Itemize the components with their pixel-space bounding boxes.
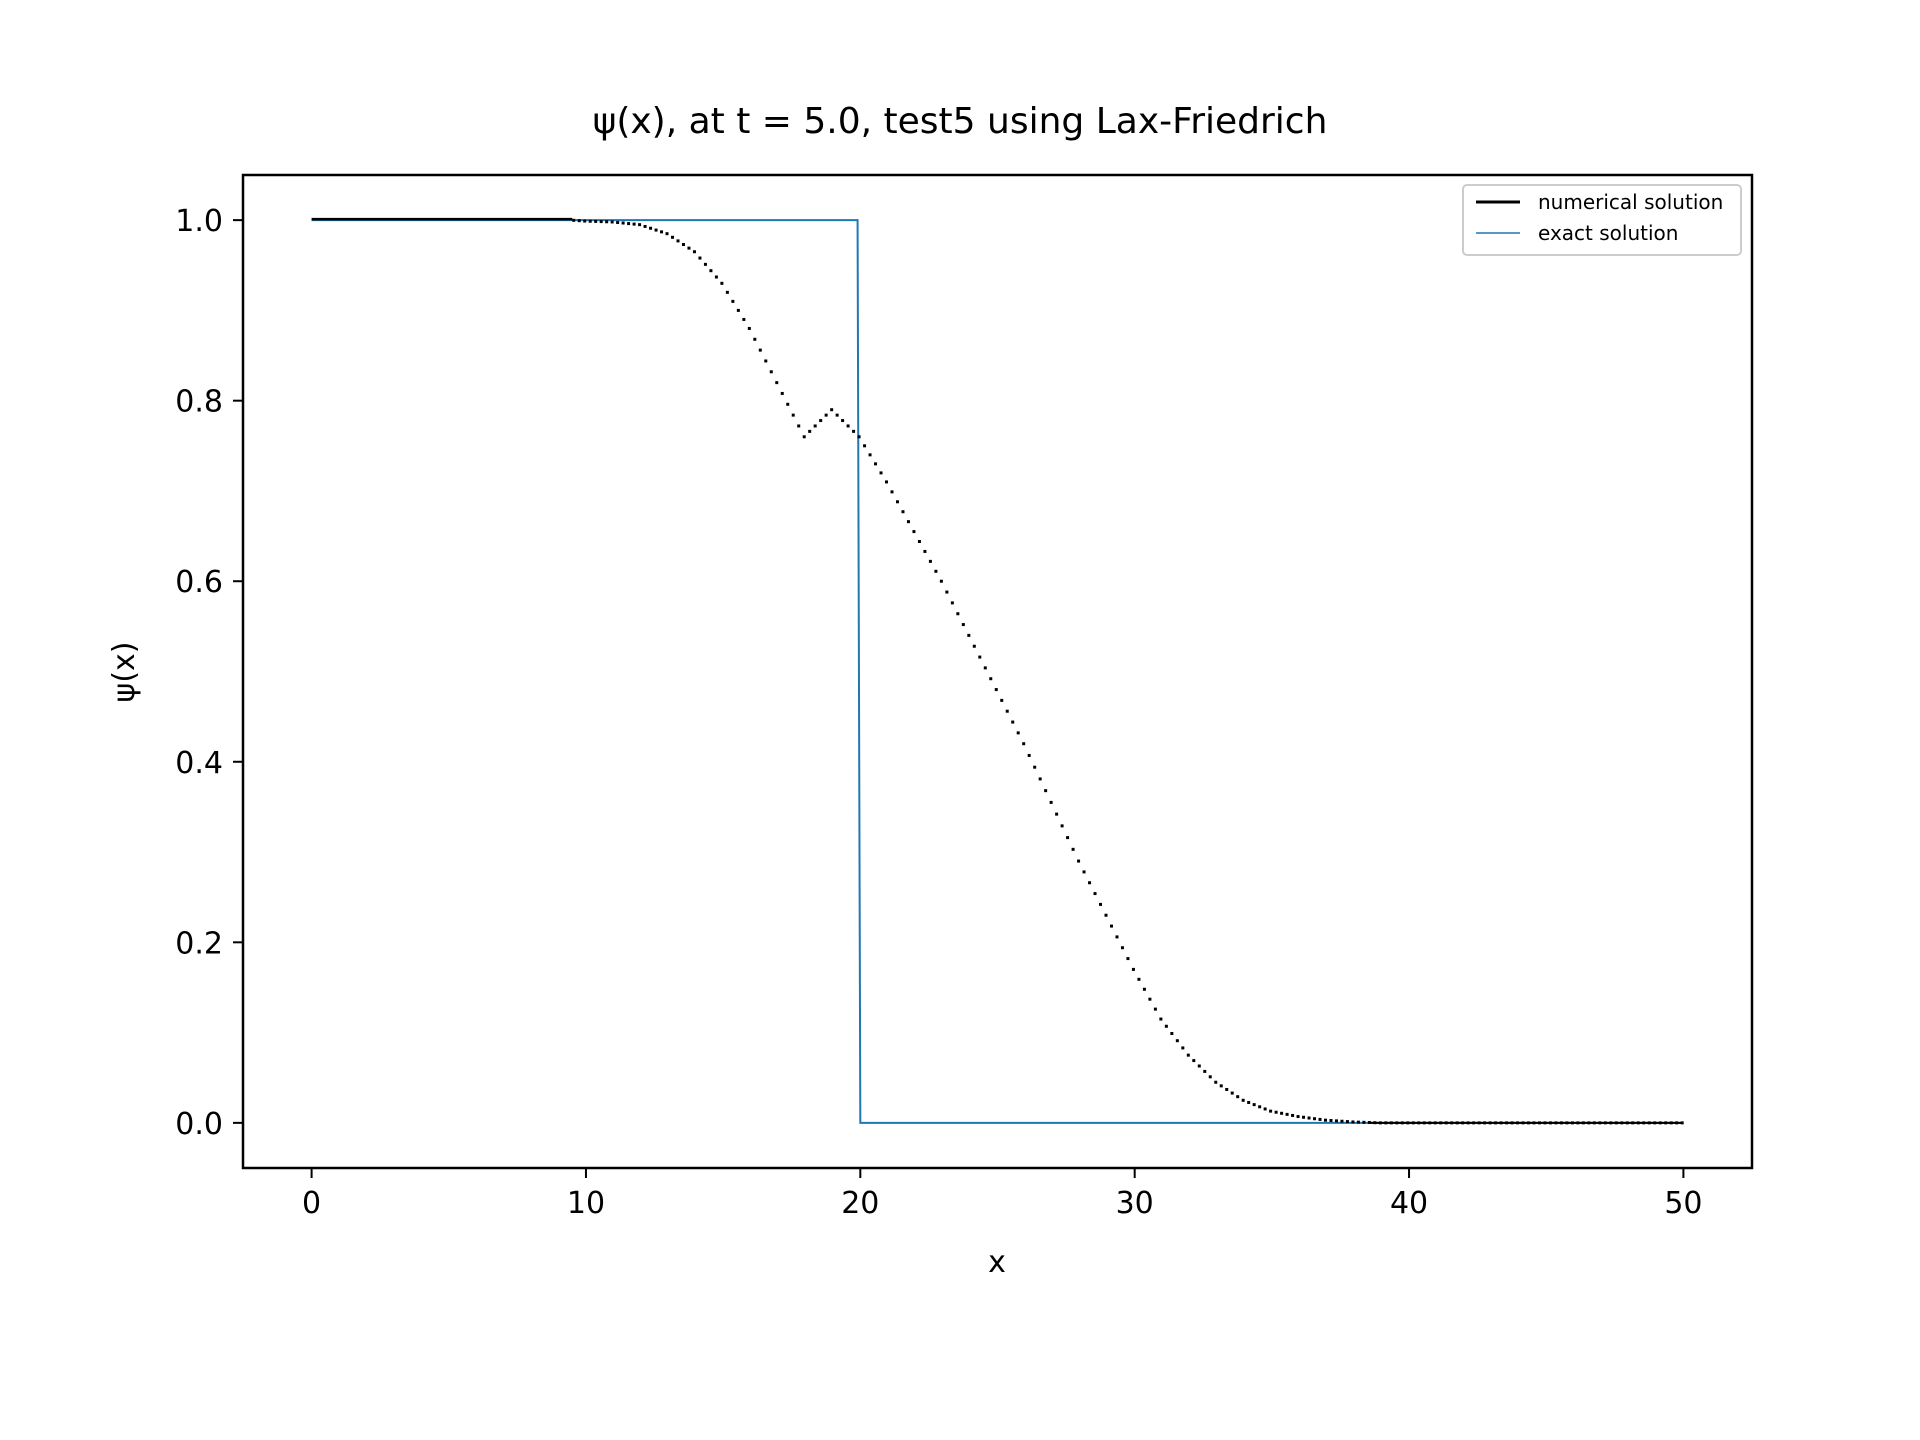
x-tick-label: 40	[1390, 1186, 1428, 1221]
y-tick-label: 0.4	[175, 746, 223, 781]
x-tick-label: 30	[1116, 1186, 1154, 1221]
plot-frame	[241, 173, 1754, 1170]
y-axis: 0.0 0.2 0.4 0.6 0.8 1.0	[175, 204, 243, 1142]
chart-title: ψ(x), at t = 5.0, test5 using Lax-Friedr…	[593, 101, 1328, 142]
x-tick-label: 10	[567, 1186, 605, 1221]
x-tick-label: 0	[302, 1186, 321, 1221]
x-axis-label: x	[988, 1245, 1006, 1280]
series-layer	[311, 217, 1684, 1125]
legend-label: exact solution	[1538, 221, 1678, 245]
legend-box	[1462, 184, 1742, 256]
y-axis-label: ψ(x)	[107, 642, 142, 703]
y-tick-label: 0.0	[175, 1107, 223, 1142]
y-tick-label: 0.2	[175, 926, 223, 961]
y-tick-label: 0.8	[175, 385, 223, 420]
legend: numerical solution exact solution	[1462, 184, 1742, 256]
y-tick-label: 1.0	[175, 204, 223, 239]
x-tick-label: 50	[1664, 1186, 1702, 1221]
x-axis: 0 10 20 30 40 50	[302, 1168, 1703, 1221]
y-tick-label: 0.6	[175, 565, 223, 600]
legend-label: numerical solution	[1538, 190, 1723, 214]
x-tick-label: 20	[841, 1186, 879, 1221]
series-line-exact-solution	[311, 219, 1684, 1124]
